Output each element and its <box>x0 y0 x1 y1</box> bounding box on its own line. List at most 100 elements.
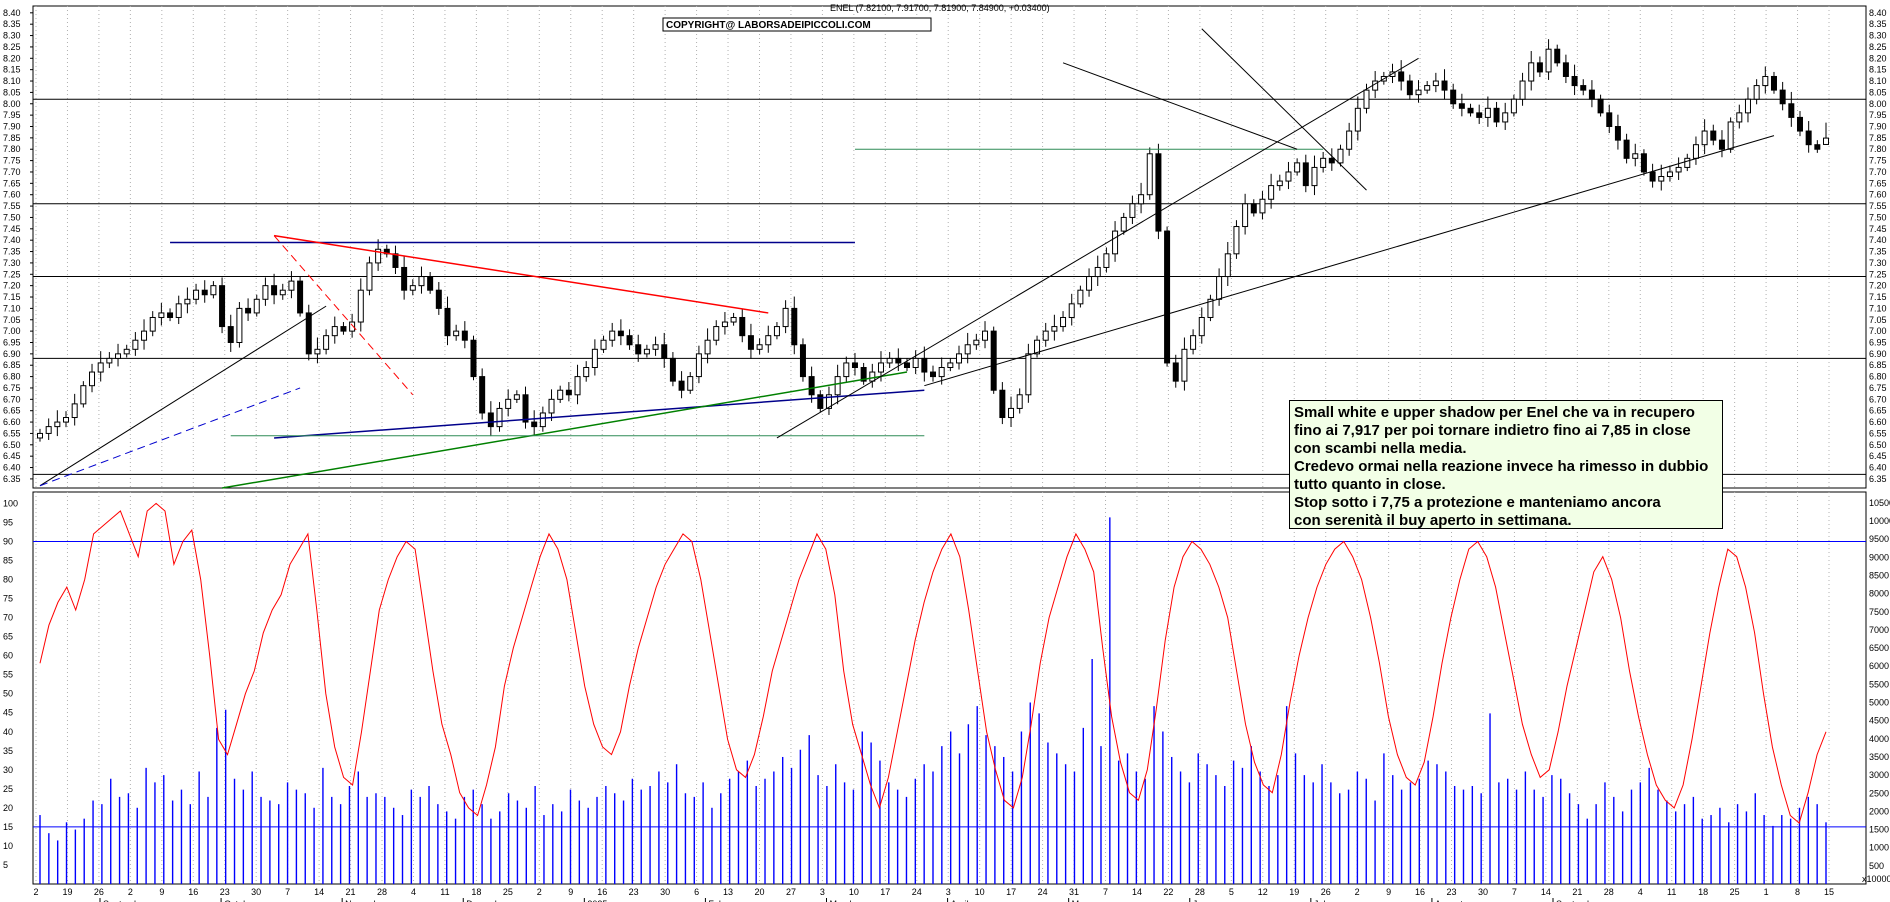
candle-body <box>817 394 824 409</box>
candle-body <box>1580 85 1587 91</box>
candle-body <box>513 394 520 400</box>
y-tick-label-left: 6.90 <box>3 349 21 359</box>
x-tick-label: 26 <box>94 887 104 897</box>
candle-body <box>1146 153 1153 196</box>
osc-left-tick-label: 40 <box>3 727 13 737</box>
candle-body <box>461 330 468 341</box>
candle-body <box>1779 89 1786 105</box>
candle-body <box>1502 112 1509 123</box>
candle-body <box>626 335 633 346</box>
osc-right-tick-label: 6000 <box>1869 661 1889 671</box>
candle-body <box>1320 157 1327 168</box>
y-tick-label-left: 8.10 <box>3 76 21 86</box>
candle-body <box>149 316 156 332</box>
volume-unit-label: x10000 <box>1862 874 1890 884</box>
candle-body <box>1268 185 1275 200</box>
candle-body <box>687 376 694 391</box>
candle-body <box>765 335 772 346</box>
trend-line-blue <box>274 389 925 439</box>
osc-left-tick-label: 35 <box>3 746 13 756</box>
y-tick-label-left: 7.85 <box>3 133 21 143</box>
candle-body <box>1155 153 1162 232</box>
x-tick-label: 9 <box>159 887 164 897</box>
candle-body <box>921 357 928 373</box>
candle-body <box>635 344 642 355</box>
candle-body <box>704 339 711 355</box>
candle-body <box>557 389 564 400</box>
osc-left-tick-label: 60 <box>3 651 13 661</box>
candle-body <box>71 403 78 419</box>
x-tick-label: 2 <box>537 887 542 897</box>
candle-body <box>1250 203 1257 214</box>
y-tick-label-left: 7.65 <box>3 178 21 188</box>
candle-body <box>531 421 538 428</box>
y-tick-label-left: 7.35 <box>3 247 21 257</box>
candle-body <box>773 326 780 337</box>
candle-body <box>930 371 936 378</box>
y-tick-label-right: 7.20 <box>1869 281 1887 291</box>
candle-body <box>1666 171 1673 178</box>
x-tick-label: 22 <box>1163 887 1173 897</box>
candle-body <box>470 339 477 378</box>
candle-body <box>236 307 243 343</box>
y-tick-label-right: 8.30 <box>1869 31 1887 41</box>
y-tick-label-right: 7.55 <box>1869 201 1887 211</box>
candle-body <box>89 371 96 387</box>
candle-body <box>1744 98 1751 114</box>
y-tick-label-left: 6.50 <box>3 440 21 450</box>
x-tick-label: 4 <box>1638 887 1643 897</box>
candle-body <box>349 321 356 332</box>
candle-body <box>401 266 408 291</box>
candle-body <box>1086 276 1093 291</box>
candle-body <box>678 380 685 391</box>
candle-body <box>444 307 451 337</box>
x-tick-label: 24 <box>1038 887 1048 897</box>
x-tick-label: 18 <box>1698 887 1708 897</box>
copyright-text: COPYRIGHT@ LABORSADEIPICCOLI.COM <box>666 20 871 31</box>
y-tick-label-right: 8.10 <box>1869 76 1887 86</box>
x-month-label: April <box>951 899 969 902</box>
candle-body <box>193 289 200 300</box>
candle-body <box>1458 103 1465 109</box>
candle-body <box>1216 276 1223 300</box>
candle-body <box>453 330 460 337</box>
candle-body <box>487 412 494 428</box>
candle-body <box>1337 148 1344 164</box>
x-tick-label: 12 <box>1258 887 1268 897</box>
y-tick-label-right: 7.65 <box>1869 178 1887 188</box>
y-tick-label-right: 7.15 <box>1869 292 1887 302</box>
x-month-label: June <box>1193 899 1213 902</box>
y-tick-label-left: 7.20 <box>3 281 21 291</box>
candle-body <box>1632 153 1639 159</box>
y-tick-label-left: 6.55 <box>3 428 21 438</box>
candle-body <box>1103 253 1110 268</box>
candle-body <box>1788 103 1795 118</box>
x-tick-label: 10 <box>975 887 985 897</box>
x-month-label: October <box>224 899 256 902</box>
candle-body <box>808 376 815 396</box>
candle-body <box>1762 75 1769 87</box>
osc-right-tick-label: 8000 <box>1869 589 1889 599</box>
y-tick-label-right: 7.90 <box>1869 122 1887 132</box>
candle-body <box>1233 226 1240 255</box>
candle-body <box>1614 126 1621 141</box>
candle-body <box>548 398 555 414</box>
candle-body <box>877 362 884 373</box>
candle-body <box>1120 216 1127 232</box>
osc-left-tick-label: 100 <box>3 498 18 508</box>
y-tick-label-right: 6.60 <box>1869 417 1887 427</box>
x-tick-label: 30 <box>251 887 261 897</box>
y-tick-label-left: 6.75 <box>3 383 21 393</box>
x-tick-label: 3 <box>820 887 825 897</box>
osc-right-tick-label: 2500 <box>1869 788 1889 798</box>
candle-body <box>851 362 858 368</box>
trend-line-black <box>1201 28 1367 191</box>
candle-body <box>167 312 174 318</box>
osc-right-tick-label: 7500 <box>1869 607 1889 617</box>
y-tick-label-left: 6.95 <box>3 337 21 347</box>
y-tick-label-left: 6.85 <box>3 360 21 370</box>
candle-body <box>288 280 295 291</box>
candle-body <box>643 348 650 355</box>
x-tick-label: 14 <box>314 887 324 897</box>
